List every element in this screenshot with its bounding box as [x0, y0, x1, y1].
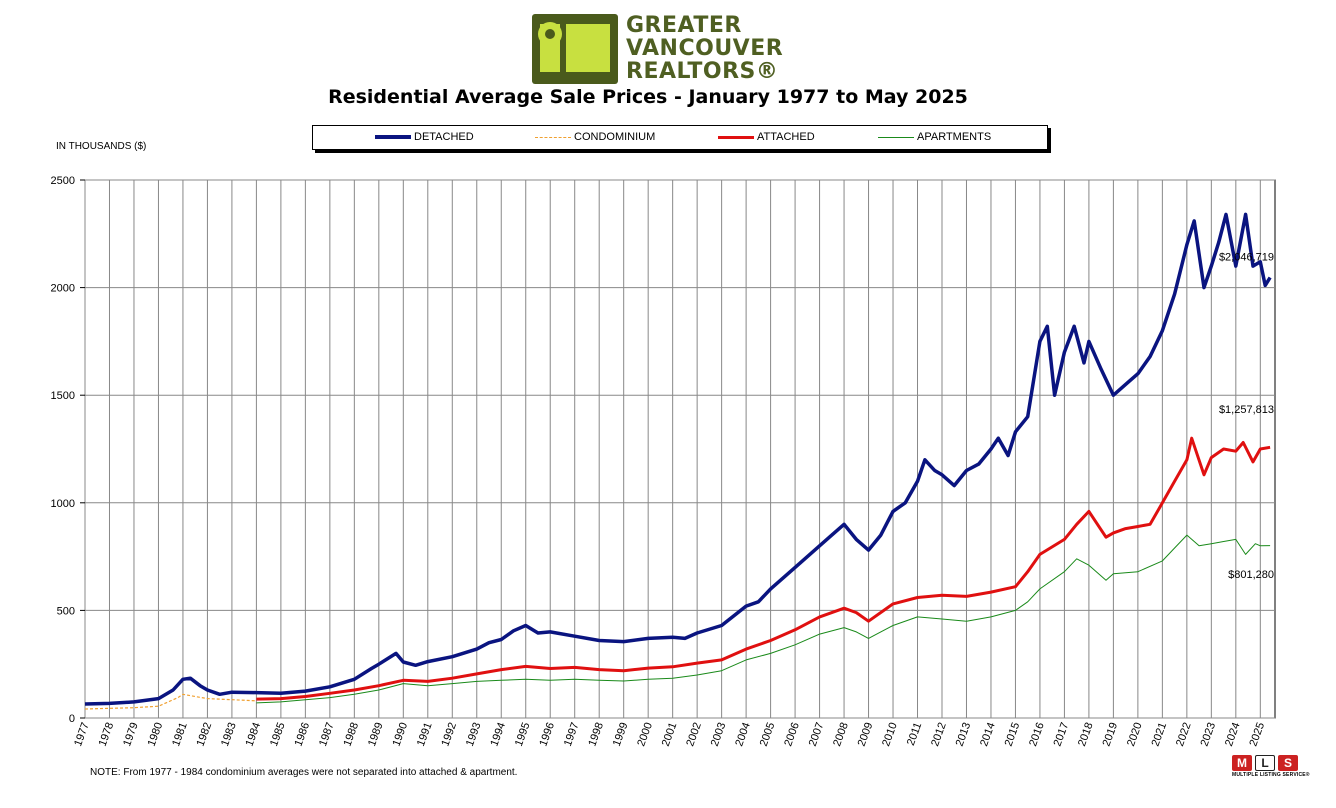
legend-item-detached: DETACHED	[375, 130, 474, 144]
x-tick-label: 2019	[1101, 721, 1121, 748]
legend-item-apartments: APARTMENTS	[878, 130, 991, 144]
x-tick-label: 1990	[390, 721, 410, 748]
legend-label-detached: DETACHED	[414, 131, 474, 143]
x-tick-label: 1995	[513, 721, 533, 748]
x-tick-label: 1991	[415, 721, 435, 748]
legend-label-attached: ATTACHED	[757, 131, 815, 143]
footer-note: NOTE: From 1977 - 1984 condominium avera…	[90, 767, 518, 778]
legend-label-apartments: APARTMENTS	[917, 131, 992, 143]
x-tick-label: 2001	[660, 721, 680, 748]
legend-swatch-attached	[718, 135, 754, 139]
y-tick-label: 2000	[51, 283, 75, 295]
x-tick-label: 2007	[807, 721, 827, 748]
x-tick-label: 1978	[97, 721, 117, 748]
x-tick-label: 2017	[1052, 721, 1072, 748]
legend-swatch-detached	[375, 135, 411, 139]
y-axis-label: IN THOUSANDS ($)	[56, 141, 147, 152]
x-tick-label: 1987	[317, 721, 337, 748]
x-tick-label: 1984	[244, 721, 264, 748]
x-tick-label: 1986	[293, 721, 313, 748]
x-tick-label: 1977	[72, 721, 92, 748]
legend-item-attached: ATTACHED	[718, 130, 815, 144]
series-line-attached	[256, 436, 1271, 701]
logo-line-3: REALTORS®	[626, 59, 779, 84]
y-tick-label: 500	[57, 605, 75, 617]
y-tick-label: 2500	[51, 175, 75, 187]
x-tick-label: 2004	[733, 721, 753, 748]
chart-legend: DETACHED CONDOMINIUM ATTACHED APARTMENTS	[312, 125, 1048, 150]
logo-line-1: GREATER	[626, 13, 742, 38]
x-tick-label: 2003	[709, 721, 729, 748]
x-tick-label: 2022	[1174, 721, 1194, 748]
legend-item-condominium: CONDOMINIUM	[535, 130, 655, 144]
x-tick-label: 2006	[782, 721, 802, 748]
x-tick-label: 2021	[1150, 721, 1170, 748]
x-tick-label: 2020	[1125, 721, 1145, 748]
x-tick-label: 1981	[170, 721, 190, 748]
x-tick-label: 1998	[586, 721, 606, 748]
x-tick-label: 1988	[342, 721, 362, 748]
x-tick-label: 1996	[537, 721, 557, 748]
x-tick-label: 1992	[439, 721, 459, 748]
x-tick-label: 2016	[1027, 721, 1047, 748]
x-tick-label: 1999	[611, 721, 631, 748]
x-tick-label: 1982	[195, 721, 215, 748]
y-tick-label: 1500	[51, 390, 75, 402]
series-line-apartments	[256, 534, 1271, 704]
series-line-detached	[84, 212, 1272, 706]
realtors-logo: GREATER VANCOUVER REALTORS®	[532, 12, 792, 86]
realtors-logo-icon	[532, 14, 618, 84]
x-tick-label: 2000	[635, 721, 655, 748]
x-tick-label: 2024	[1223, 721, 1243, 748]
x-tick-label: 1994	[488, 721, 508, 748]
legend-label-condominium: CONDOMINIUM	[574, 131, 656, 143]
x-tick-label: 2014	[978, 721, 998, 748]
logo-line-2: VANCOUVER	[626, 36, 784, 61]
x-tick-label: 2002	[684, 721, 704, 748]
series-line-condominium	[84, 693, 257, 710]
y-tick-label: 0	[69, 713, 75, 725]
x-tick-label: 1983	[219, 721, 239, 748]
logo-wordmark: GREATER VANCOUVER REALTORS®	[626, 14, 783, 83]
y-tick-label: 1000	[51, 498, 75, 510]
x-tick-label: 1997	[562, 721, 582, 748]
annotation-apartments: $801,280	[1228, 569, 1274, 581]
mls-caption: MULTIPLE LISTING SERVICE®	[1232, 772, 1310, 778]
legend-swatch-condominium	[535, 136, 571, 138]
x-tick-label: 2013	[954, 721, 974, 748]
legend-swatch-apartments	[878, 136, 914, 138]
chart-title: Residential Average Sale Prices - Januar…	[328, 86, 968, 108]
plot-area	[84, 179, 1276, 719]
x-tick-label: 2012	[929, 721, 949, 748]
x-tick-label: 2008	[831, 721, 851, 748]
x-tick-label: 2005	[758, 721, 778, 748]
x-tick-label: 1980	[146, 721, 166, 748]
x-tick-label: 2018	[1076, 721, 1096, 748]
x-tick-label: 2023	[1199, 721, 1219, 748]
x-tick-label: 2010	[880, 721, 900, 748]
x-tick-label: 1979	[121, 721, 141, 748]
x-tick-label: 2015	[1003, 721, 1023, 748]
x-tick-label: 2025	[1247, 721, 1267, 748]
x-tick-label: 2011	[905, 721, 924, 747]
x-tick-label: 1993	[464, 721, 484, 748]
annotation-attached: $1,257,813	[1219, 404, 1274, 416]
x-tick-label: 1985	[268, 721, 288, 748]
x-tick-label: 1989	[366, 721, 386, 748]
x-tick-label: 2009	[856, 721, 876, 748]
annotation-detached: $2,046,719	[1219, 251, 1274, 263]
